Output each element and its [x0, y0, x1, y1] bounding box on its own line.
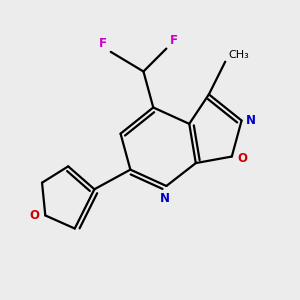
Text: O: O	[238, 152, 248, 165]
Text: O: O	[29, 209, 39, 222]
Text: N: N	[246, 114, 256, 127]
Text: CH₃: CH₃	[229, 50, 249, 60]
Text: F: F	[170, 34, 178, 47]
Text: F: F	[99, 37, 107, 50]
Text: N: N	[160, 192, 170, 205]
